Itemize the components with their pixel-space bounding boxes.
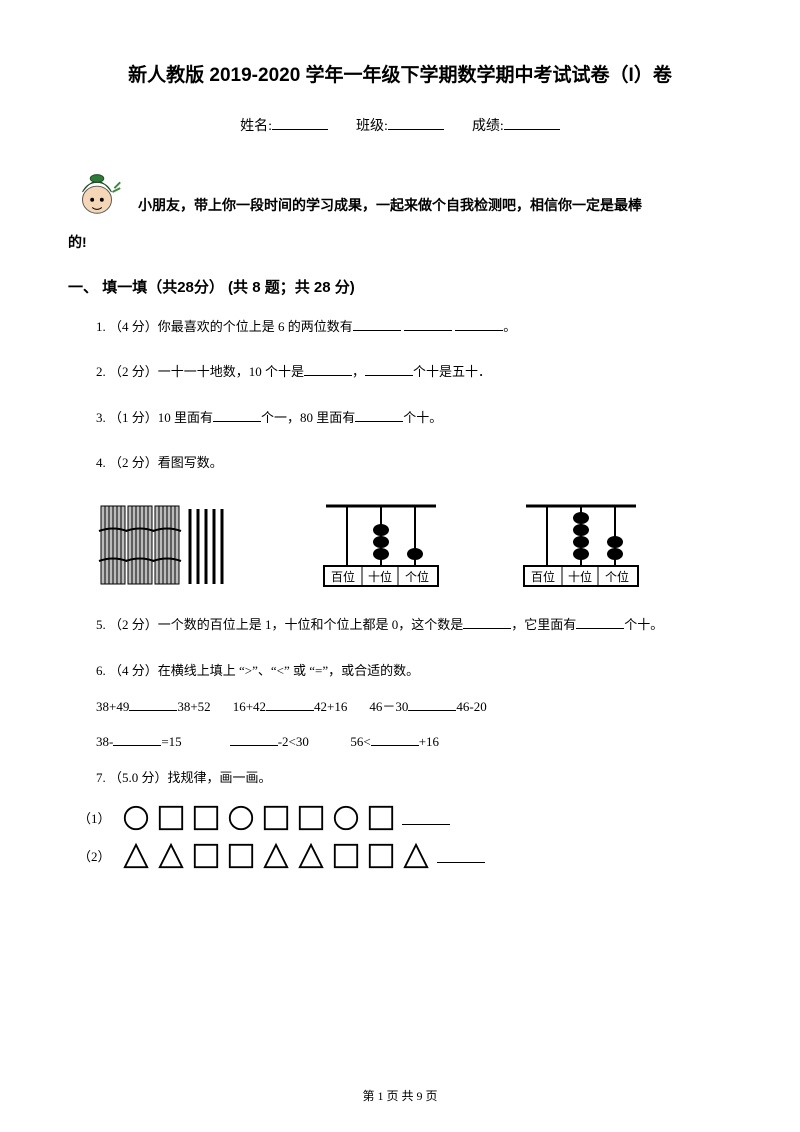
triangle-icon [262, 842, 290, 870]
abacus-1-icon: 百位 十位 个位 [316, 496, 446, 591]
svg-text:百位: 百位 [331, 569, 355, 584]
circle-icon [227, 804, 255, 832]
question-2: 2. （2 分）一十一十地数，10 个十是，个十是五十． [96, 360, 732, 383]
class-label: 班级: [356, 119, 388, 134]
page-title: 新人教版 2019-2020 学年一年级下学期数学期中考试试卷（I）卷 [68, 60, 732, 87]
q5-blank-2[interactable] [576, 614, 624, 629]
circle-icon [332, 804, 360, 832]
q2-blank-2[interactable] [365, 361, 413, 376]
square-icon [297, 804, 325, 832]
question-1: 1. （4 分）你最喜欢的个位上是 6 的两位数有 。 [96, 315, 732, 338]
svg-text:十位: 十位 [568, 569, 592, 584]
svg-text:个位: 个位 [405, 569, 429, 584]
square-icon [227, 842, 255, 870]
q3-blank-2[interactable] [355, 407, 403, 422]
q4-images: 百位 十位 个位 百位 十位 个位 [96, 496, 732, 591]
triangle-icon [402, 842, 430, 870]
pattern-1: （1） [78, 804, 732, 832]
triangle-icon [157, 842, 185, 870]
intro-text-2: 的! [68, 227, 732, 258]
score-blank[interactable] [504, 115, 560, 130]
q6r1-b3[interactable] [408, 696, 456, 711]
q5-blank-1[interactable] [463, 614, 511, 629]
square-icon [367, 842, 395, 870]
circle-icon [122, 804, 150, 832]
q2-blank-1[interactable] [304, 361, 352, 376]
pattern-2: （2） [78, 842, 732, 870]
square-icon [192, 804, 220, 832]
square-icon [192, 842, 220, 870]
sticks-icon [96, 501, 246, 591]
info-line: 姓名: 班级: 成绩: [68, 115, 732, 135]
name-blank[interactable] [272, 115, 328, 130]
question-5: 5. （2 分）一个数的百位上是 1，十位和个位上都是 0，这个数是，它里面有个… [96, 613, 732, 636]
score-label: 成绩: [472, 119, 504, 134]
q6r1-b1[interactable] [129, 696, 177, 711]
svg-text:个位: 个位 [605, 569, 629, 584]
section-heading: 一、 填一填（共28分） (共 8 题；共 28 分) [68, 276, 732, 297]
class-blank[interactable] [388, 115, 444, 130]
triangle-icon [297, 842, 325, 870]
svg-text:十位: 十位 [368, 569, 392, 584]
q6r1-b2[interactable] [266, 696, 314, 711]
intro-text-1: 小朋友，带上你一段时间的学习成果，一起来做个自我检测吧，相信你一定是最棒 [138, 190, 642, 221]
name-label: 姓名: [240, 119, 272, 134]
question-7: 7. （5.0 分）找规律，画一画。 [96, 766, 732, 789]
triangle-icon [122, 842, 150, 870]
square-icon [157, 804, 185, 832]
mascot-icon [68, 163, 126, 221]
pattern1-blank[interactable] [402, 810, 450, 825]
square-icon [367, 804, 395, 832]
question-6: 6. （4 分）在横线上填上 “>”、“<” 或 “=”，或合适的数。 [96, 659, 732, 682]
q1-blank-1[interactable] [353, 316, 401, 331]
page-footer: 第 1 页 共 9 页 [0, 1087, 800, 1104]
q6r2-b3[interactable] [371, 731, 419, 746]
square-icon [262, 804, 290, 832]
q1-blank-2[interactable] [404, 316, 452, 331]
question-4: 4. （2 分）看图写数。 [96, 451, 732, 474]
q1-blank-3[interactable] [455, 316, 503, 331]
pattern2-blank[interactable] [437, 848, 485, 863]
square-icon [332, 842, 360, 870]
q6r2-b1[interactable] [113, 731, 161, 746]
svg-text:百位: 百位 [531, 569, 555, 584]
q6r2-b2[interactable] [230, 731, 278, 746]
abacus-2-icon: 百位 十位 个位 [516, 496, 646, 591]
q3-blank-1[interactable] [213, 407, 261, 422]
q6-row-1: 38+4938+52 16+4242+16 46－3046-20 [96, 696, 732, 715]
q6-row-2: 38-=15 -2<30 56<+16 [96, 731, 732, 750]
question-3: 3. （1 分）10 里面有个一，80 里面有个十。 [96, 406, 732, 429]
